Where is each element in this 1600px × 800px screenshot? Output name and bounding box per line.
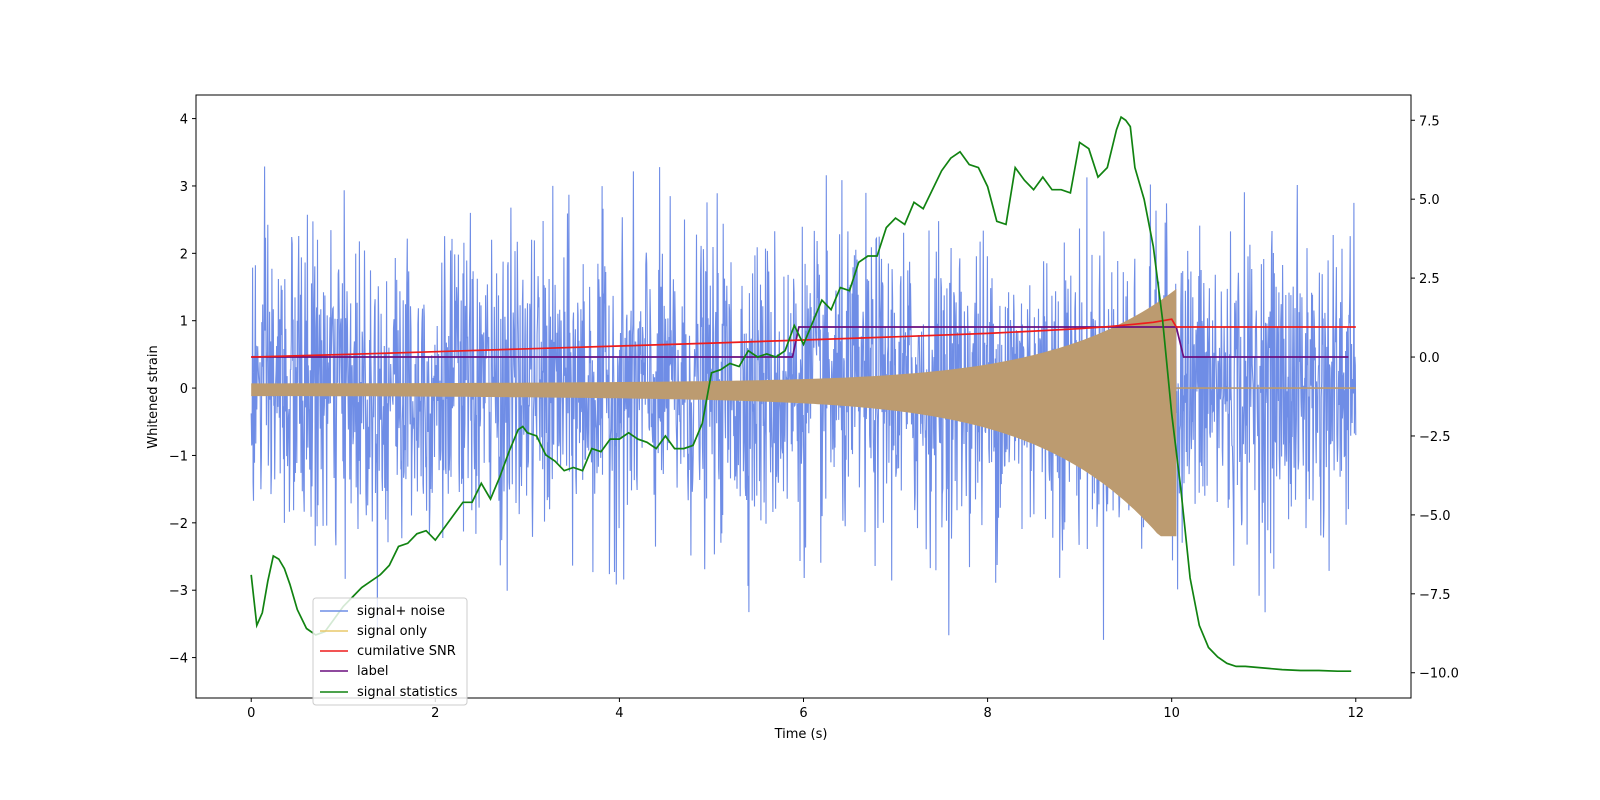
legend-label-cumulative-snr: cumilative SNR [357, 644, 456, 659]
x-axis: 0 2 4 6 8 10 12 [247, 698, 1364, 721]
x-tick-label: 10 [1163, 706, 1180, 721]
x-tick-label: 12 [1347, 706, 1364, 721]
x-axis-label: Time (s) [774, 727, 828, 742]
y2-tick-label: 5.0 [1419, 193, 1440, 208]
y-tick-label: −4 [169, 652, 188, 667]
legend-label-label: label [357, 664, 388, 679]
series-signal-statistics [250, 115, 1352, 673]
series-signal-only [251, 289, 1177, 537]
y-tick-label: 3 [180, 180, 188, 195]
x-tick-label: 2 [431, 706, 439, 721]
y-axis-label: Whitened strain [146, 345, 161, 448]
y-axis-right: −10.0 −7.5 −5.0 −2.5 0.0 2.5 5.0 7.5 [1411, 114, 1459, 682]
legend-label-signal-statistics: signal statistics [357, 685, 458, 700]
y2-tick-label: 2.5 [1419, 272, 1440, 287]
series-cumulative-snr [251, 318, 1356, 358]
x-tick-label: 0 [247, 706, 255, 721]
x-tick-label: 8 [983, 706, 991, 721]
y2-tick-label: −5.0 [1419, 509, 1451, 524]
series-label [251, 326, 1349, 358]
plot-area [250, 115, 1357, 673]
y2-tick-label: −10.0 [1419, 667, 1459, 682]
y-tick-label: 4 [180, 113, 188, 128]
y2-tick-label: 7.5 [1419, 114, 1440, 129]
legend-label-signal-only: signal only [357, 624, 427, 639]
legend-label-signal-noise: signal+ noise [357, 604, 445, 619]
y-tick-label: −2 [169, 517, 188, 532]
y-tick-label: −1 [169, 449, 188, 464]
x-tick-label: 6 [799, 706, 807, 721]
y-tick-label: −3 [169, 584, 188, 599]
y-tick-label: 0 [180, 382, 188, 397]
y2-tick-label: 0.0 [1419, 351, 1440, 366]
y-axis-left: −4 −3 −2 −1 0 1 2 3 4 [169, 113, 196, 667]
y-tick-label: 1 [180, 315, 188, 330]
y-tick-label: 2 [180, 247, 188, 262]
legend: signal+ noise signal only cumilative SNR… [312, 597, 468, 706]
legend-box [312, 597, 468, 706]
y2-tick-label: −2.5 [1419, 430, 1451, 445]
x-tick-label: 4 [615, 706, 623, 721]
y2-tick-label: −7.5 [1419, 588, 1451, 603]
